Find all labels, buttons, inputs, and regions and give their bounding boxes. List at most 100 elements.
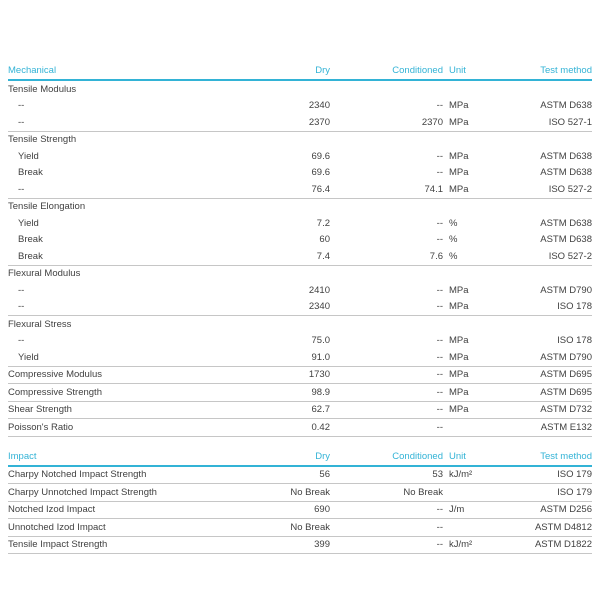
cell-unit: MPa bbox=[443, 401, 507, 419]
cell-dry-value: 690 bbox=[250, 501, 330, 519]
cell-dry-value: No Break bbox=[250, 483, 330, 502]
cell-test-method: ASTM D790 bbox=[540, 284, 592, 296]
table-row: Shear Strength 62.7 -- MPa ASTM D732 bbox=[8, 401, 592, 419]
cell-property: -- bbox=[8, 181, 250, 199]
cell-dry-value: 1730 bbox=[250, 366, 330, 384]
table-gap bbox=[8, 437, 592, 448]
table-row: Tensile Impact Strength 399 -- kJ/m² ASTM D1… bbox=[8, 536, 592, 554]
cell-test-method: ASTM D256 bbox=[507, 501, 592, 519]
table-row: -- 2340 -- MPa ISO 178 bbox=[8, 298, 592, 316]
cell-test-method: ASTM D638 bbox=[540, 150, 592, 162]
cell-conditioned-value: -- bbox=[330, 501, 443, 519]
cell-dry-value: 69.6 bbox=[311, 150, 331, 162]
cell-unit: MPa bbox=[449, 100, 469, 112]
cell-unit: MPa bbox=[443, 298, 507, 316]
cell-conditioned-value: -- bbox=[330, 366, 443, 384]
cell-group-name: Flexural Modulus bbox=[8, 268, 81, 280]
cell-unit: % bbox=[449, 234, 458, 246]
cell-conditioned-value: -- bbox=[330, 418, 443, 437]
table-row: Yield 91.0 -- MPa ASTM D790 bbox=[8, 349, 592, 367]
cell-property: Compressive Strength bbox=[8, 383, 250, 402]
column-header-conditioned: Conditioned bbox=[330, 62, 443, 81]
cell-conditioned-value: -- bbox=[436, 167, 443, 179]
table-row: -- 2340 -- MPa ASTM D638 bbox=[8, 98, 592, 115]
cell-group-name: Tensile Strength bbox=[8, 134, 77, 146]
cell-test-method: ASTM D1822 bbox=[507, 536, 592, 554]
table-row: Notched Izod Impact 690 -- J/m ASTM D256 bbox=[8, 501, 592, 519]
cell-property: -- bbox=[8, 114, 250, 132]
cell-test-method: ASTM D732 bbox=[507, 401, 592, 419]
cell-property: Yield bbox=[8, 349, 250, 367]
cell-unit: MPa bbox=[443, 114, 507, 132]
cell-conditioned-value: -- bbox=[330, 349, 443, 367]
cell-dry-value: 2340 bbox=[250, 298, 330, 316]
table-row: Break 7.4 7.6% ISO 527-2 bbox=[8, 248, 592, 266]
cell-test-method: ASTM D638 bbox=[540, 217, 592, 229]
cell-conditioned-value: -- bbox=[436, 284, 443, 296]
cell-conditioned-value: -- bbox=[330, 401, 443, 419]
mechanical-properties-table: Mechanical Dry Conditioned Unit Test met… bbox=[8, 62, 592, 437]
group-header-row: Flexural Modulus bbox=[8, 265, 592, 282]
table-header-row: Mechanical Dry Conditioned Unit Test met… bbox=[8, 62, 592, 81]
cell-test-method: ASTM D638 bbox=[540, 100, 592, 112]
table-row: -- 76.4 74.1 MPa ISO 527-2 bbox=[8, 181, 592, 199]
cell-unit: % bbox=[443, 248, 507, 266]
datasheet-properties-section: Mechanical Dry Conditioned Unit Test met… bbox=[8, 62, 592, 554]
cell-test-method: ASTM D638 bbox=[540, 167, 592, 179]
cell-dry-value: 56 bbox=[250, 465, 330, 484]
cell-conditioned-value: 7.6 bbox=[330, 248, 443, 266]
cell-unit bbox=[443, 518, 507, 537]
impact-properties-table: Impact Dry Conditioned Unit Test method … bbox=[8, 447, 592, 555]
cell-group-name: Tensile Modulus bbox=[8, 83, 77, 95]
cell-unit: MPa bbox=[449, 150, 469, 162]
table-row: Poisson's Ratio 0.42 -- ASTM E132 bbox=[8, 418, 592, 437]
cell-unit: kJ/m² bbox=[443, 465, 507, 484]
cell-conditioned-value: -- bbox=[436, 335, 443, 347]
cell-property: Break bbox=[18, 234, 43, 246]
cell-dry-value: 60 bbox=[319, 234, 330, 246]
table-row: Charpy Unnotched Impact Strength No Break… bbox=[8, 483, 592, 502]
table-row: Yield 7.2 --% ASTM D638 bbox=[8, 215, 592, 232]
cell-property: Notched Izod Impact bbox=[8, 501, 250, 519]
group-header-row: Tensile Modulus bbox=[8, 80, 592, 98]
group-header-row: Flexural Stress bbox=[8, 316, 592, 333]
cell-property: Break bbox=[18, 167, 43, 179]
cell-conditioned-value: -- bbox=[436, 234, 443, 246]
cell-dry-value: 2340 bbox=[308, 100, 330, 112]
table-row: Yield 69.6 -- MPa ASTM D638 bbox=[8, 148, 592, 165]
table-row: Compressive Modulus 1730 -- MPa ASTM D695 bbox=[8, 366, 592, 384]
table-row: Break 69.6 -- MPa ASTM D638 bbox=[8, 165, 592, 182]
cell-property: -- bbox=[18, 284, 25, 296]
cell-unit: % bbox=[449, 217, 458, 229]
cell-test-method: ISO 527-2 bbox=[507, 248, 592, 266]
cell-test-method: ISO 178 bbox=[557, 335, 592, 347]
group-header-row: Tensile Elongation bbox=[8, 198, 592, 215]
cell-conditioned-value: -- bbox=[436, 150, 443, 162]
cell-unit: J/m bbox=[443, 501, 507, 519]
cell-conditioned-value: -- bbox=[436, 217, 443, 229]
column-header-impact: Impact bbox=[8, 447, 250, 467]
cell-property: Yield bbox=[18, 150, 39, 162]
cell-property: Tensile Impact Strength bbox=[8, 536, 250, 554]
cell-dry-value: 2370 bbox=[250, 114, 330, 132]
table-row: -- 75.0 -- MPa ISO 178 bbox=[8, 333, 592, 350]
cell-conditioned-value: No Break bbox=[330, 483, 443, 502]
table-row: -- 2370 2370 MPa ISO 527-1 bbox=[8, 114, 592, 132]
cell-property: Break bbox=[8, 248, 250, 266]
cell-unit bbox=[443, 418, 507, 437]
cell-dry-value: 62.7 bbox=[250, 401, 330, 419]
cell-property: -- bbox=[8, 298, 250, 316]
table-header-row: Impact Dry Conditioned Unit Test method bbox=[8, 447, 592, 467]
cell-unit: MPa bbox=[443, 349, 507, 367]
cell-test-method: ISO 179 bbox=[507, 465, 592, 484]
cell-test-method: ASTM E132 bbox=[507, 418, 592, 437]
cell-property: Charpy Notched Impact Strength bbox=[8, 465, 250, 484]
cell-conditioned-value: 2370 bbox=[330, 114, 443, 132]
table-row: Compressive Strength 98.9 -- MPa ASTM D695 bbox=[8, 383, 592, 402]
table-row: Charpy Notched Impact Strength 56 53 kJ/m² I… bbox=[8, 465, 592, 484]
cell-property: Unnotched Izod Impact bbox=[8, 518, 250, 537]
cell-property: Shear Strength bbox=[8, 401, 250, 419]
table-row: -- 2410 -- MPa ASTM D790 bbox=[8, 282, 592, 299]
group-header-row: Tensile Strength bbox=[8, 131, 592, 148]
cell-unit: MPa bbox=[443, 366, 507, 384]
